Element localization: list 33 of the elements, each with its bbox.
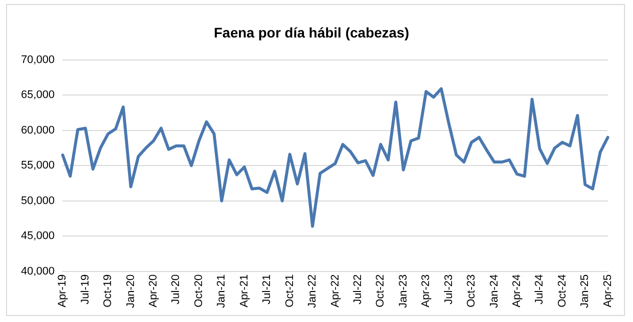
x-tick-label: Apr-21: [238, 274, 250, 308]
x-tick-label: Oct-23: [466, 274, 478, 308]
y-tick-label: 45,000: [20, 230, 55, 242]
y-tick-label: 40,000: [20, 265, 55, 278]
x-tick-label: Apr-20: [148, 274, 160, 308]
x-tick-label: Oct-20: [192, 274, 205, 308]
x-tick-label: Apr-24: [510, 274, 523, 308]
x-tick-label: Jan-25: [579, 274, 592, 308]
x-tick-label: Oct-19: [102, 274, 114, 308]
x-tick-label: Jul-21: [261, 274, 274, 304]
y-tick-label: 70,000: [20, 54, 55, 66]
x-tick-label: Oct-22: [374, 274, 387, 308]
x-tick-label: Apr-19: [56, 274, 69, 308]
y-tick-label: 65,000: [20, 89, 55, 102]
x-tick-label: Jul-24: [534, 274, 546, 304]
x-tick-label: Oct-24: [556, 274, 568, 308]
x-tick-label: Jul-23: [442, 274, 455, 304]
x-tick-label: Jul-19: [79, 274, 92, 304]
x-tick-label: Jan-21: [216, 274, 228, 308]
x-tick-label: Apr-23: [420, 274, 432, 308]
y-tick-label: 55,000: [20, 160, 55, 172]
y-tick-label: 60,000: [20, 124, 55, 136]
y-tick-label: 50,000: [20, 194, 55, 207]
x-tick-label: Oct-21: [284, 274, 296, 308]
x-tick-label: Jan-20: [124, 274, 137, 308]
chart-title: Faena por día hábil (cabezas): [214, 24, 410, 40]
x-tick-label: Jan-23: [397, 274, 410, 308]
x-tick-label: Jan-24: [488, 274, 500, 308]
x-tick-label: Apr-25: [602, 274, 614, 308]
x-tick-label: Apr-22: [329, 274, 342, 308]
x-tick-label: Jul-20: [170, 274, 182, 304]
x-tick-label: Jul-22: [352, 274, 364, 304]
x-tick-label: Jan-22: [306, 274, 319, 308]
